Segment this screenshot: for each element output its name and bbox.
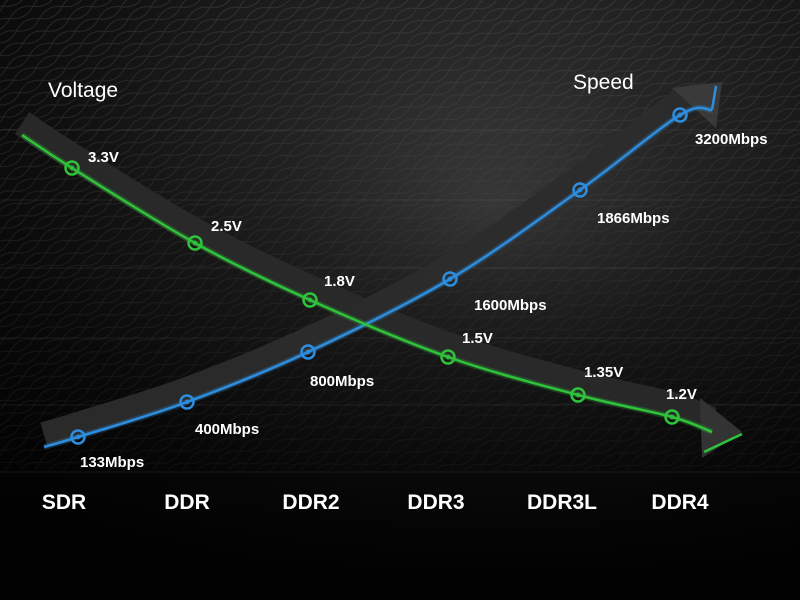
- voltage-series-title: Voltage: [48, 79, 118, 102]
- voltage-label-sdr: 3.3V: [88, 149, 119, 166]
- speed-label-ddr2: 800Mbps: [310, 373, 374, 390]
- category-label-ddr2: DDR2: [282, 491, 339, 514]
- speed-point-ddr3: [442, 271, 458, 287]
- speed-label-ddr3l: 1866Mbps: [597, 210, 670, 227]
- category-axis: SDR DDR DDR2 DDR3 DDR3L DDR4: [42, 491, 709, 514]
- data-labels: 3.3V 2.5V 1.8V 1.5V 1.35V 1.2V 133Mbps 400Mbps 8…: [80, 131, 768, 471]
- category-label-ddr3: DDR3: [407, 491, 464, 514]
- speed-label-ddr: 400Mbps: [195, 421, 259, 438]
- voltage-point-ddr3: [440, 349, 456, 365]
- speed-point-ddr: [179, 394, 195, 410]
- voltage-point-ddr2: [302, 292, 318, 308]
- speed-point-ddr3l: [572, 182, 588, 198]
- voltage-label-ddr: 2.5V: [211, 218, 242, 235]
- voltage-point-ddr3l: [570, 387, 586, 403]
- voltage-point-ddr4: [664, 409, 680, 425]
- speed-label-ddr3: 1600Mbps: [474, 297, 547, 314]
- speed-label-ddr4: 3200Mbps: [695, 131, 768, 148]
- data-markers: [64, 107, 688, 445]
- voltage-label-ddr3l: 1.35V: [584, 364, 623, 381]
- speed-series-line: [43, 85, 718, 450]
- voltage-series-line: [20, 132, 743, 454]
- voltage-arrow-band: [14, 112, 742, 458]
- speed-arrow-band: [40, 82, 722, 448]
- voltage-arrowhead: [700, 398, 742, 458]
- speed-point-ddr4: [672, 107, 688, 123]
- category-label-sdr: SDR: [42, 491, 86, 514]
- speed-line: [43, 106, 713, 449]
- category-label-ddr4: DDR4: [651, 491, 708, 514]
- voltage-point-sdr: [64, 160, 80, 176]
- category-label-ddr: DDR: [164, 491, 210, 514]
- speed-point-ddr2: [300, 344, 316, 360]
- voltage-line: [21, 133, 713, 434]
- voltage-band-body: [14, 112, 717, 433]
- speed-arrowhead: [672, 82, 722, 128]
- category-label-ddr3l: DDR3L: [527, 491, 597, 514]
- speed-label-sdr: 133Mbps: [80, 454, 144, 471]
- voltage-label-ddr2: 1.8V: [324, 273, 355, 290]
- speed-series-title: Speed: [573, 71, 634, 94]
- speed-point-sdr: [70, 429, 86, 445]
- voltage-point-ddr: [187, 235, 203, 251]
- voltage-arrow-edge: [703, 432, 743, 454]
- voltage-label-ddr4: 1.2V: [666, 386, 697, 403]
- speed-band-body: [40, 82, 714, 448]
- speed-arrow-edge: [710, 85, 718, 111]
- voltage-label-ddr3: 1.5V: [462, 330, 493, 347]
